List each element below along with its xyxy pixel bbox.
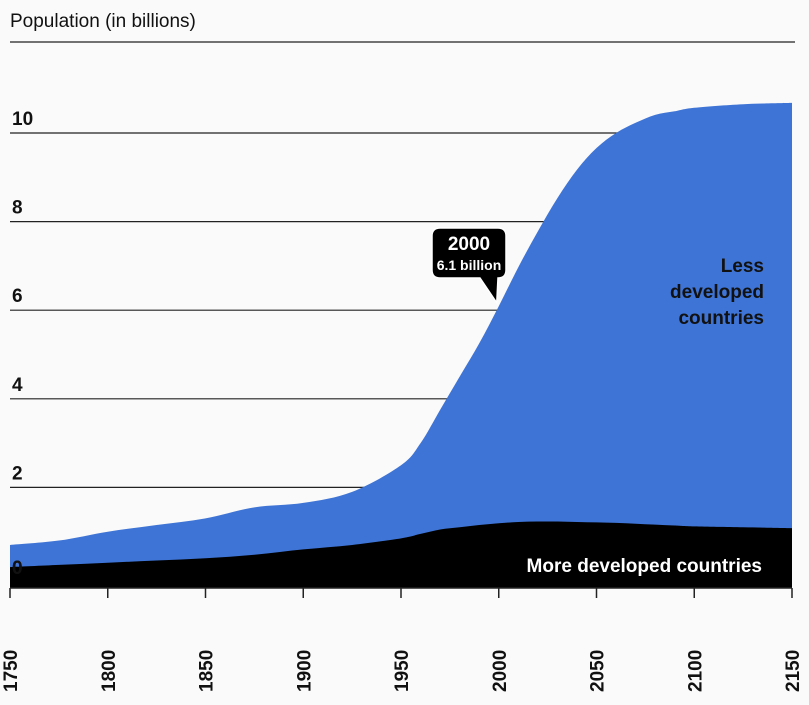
x-tick-label-1750: 1750 [1, 650, 22, 692]
x-tick-label-2150: 2150 [783, 650, 804, 692]
gridlines [10, 41, 795, 488]
less-developed-label-line-3: countries [678, 308, 764, 329]
y-tick-label-6: 6 [12, 286, 23, 307]
callout-bubble [431, 227, 507, 306]
x-tick-label-2000: 2000 [490, 650, 511, 692]
annotation-callout: 2000 6.1 billion [431, 227, 507, 306]
x-tick-label-1950: 1950 [392, 650, 413, 692]
x-tick-label-1900: 1900 [294, 650, 315, 692]
x-tick-label-1850: 1850 [197, 650, 218, 692]
area-less-developed [10, 102, 792, 588]
y-tick-label-4: 4 [12, 375, 23, 396]
less-developed-label-line-1: Less [721, 256, 764, 277]
area-series [10, 102, 792, 588]
x-axis: 1750 1800 1850 1900 1950 2000 2050 2100 2150 [1, 587, 804, 692]
x-tick-label-1800: 1800 [99, 650, 120, 692]
x-tick-label-2050: 2050 [588, 650, 609, 692]
callout-year: 2000 [448, 234, 490, 255]
area-more-developed [10, 521, 792, 588]
y-tick-label-10: 10 [12, 109, 33, 130]
series-labels: 0 Less developed countries More developed co… [12, 256, 764, 579]
callout-value: 6.1 billion [437, 257, 502, 273]
less-developed-label-line-2: developed [670, 282, 764, 303]
chart-text: Population (in billions) 0 2 4 6 8 10 [10, 11, 196, 579]
y-tick-label-8: 8 [12, 198, 23, 219]
more-developed-label: More developed countries [527, 556, 762, 577]
y-tick-label-0: 0 [12, 558, 23, 579]
y-tick-label-0-overlay: 0 [12, 558, 23, 579]
y-axis-title: Population (in billions) [10, 11, 196, 32]
y-tick-label-2: 2 [12, 463, 23, 484]
x-tick-label-2100: 2100 [685, 650, 706, 692]
